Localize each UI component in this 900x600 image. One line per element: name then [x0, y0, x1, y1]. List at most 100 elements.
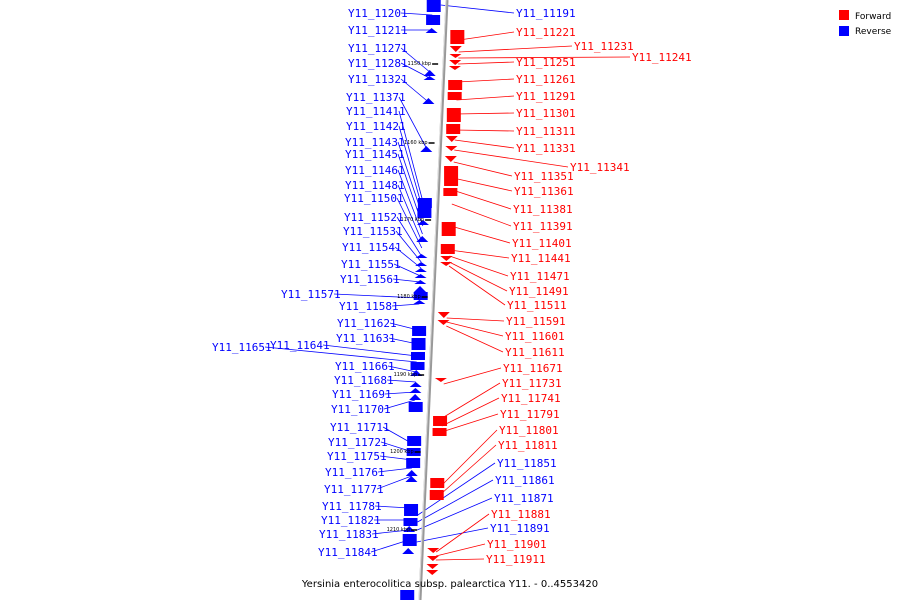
leader-line [452, 177, 513, 192]
forward-gene-feature [448, 80, 463, 90]
gene-label-forward: Y11_11801 [499, 424, 559, 437]
reverse-gene-feature [416, 220, 429, 225]
gene-label-reverse: Y11_11521 [344, 211, 404, 224]
forward-gene-feature [445, 146, 458, 151]
gene-features [400, 0, 465, 600]
gene-label-forward: Y11_11361 [514, 185, 574, 198]
leader-line [383, 399, 416, 410]
reverse-gene-feature [413, 286, 426, 292]
reverse-gene-feature [406, 448, 421, 456]
forward-gene-feature [446, 108, 461, 122]
gene-label-forward: Y11_11731 [502, 377, 562, 390]
gene-label-reverse: Y11_11571 [281, 288, 341, 301]
gene-label-reverse: Y11_11631 [336, 332, 396, 345]
forward-gene-feature [448, 66, 461, 70]
gene-label-forward: Y11_11231 [574, 40, 634, 53]
scale-tick-label: 1200 kbp [390, 449, 414, 455]
reverse-gene-feature [412, 326, 427, 336]
genome-caption: Yersinia enterocolitica subsp. palearcti… [301, 579, 598, 590]
leader-line [454, 149, 569, 168]
reverse-gene-feature [417, 198, 432, 208]
leader-line [264, 346, 417, 363]
reverse-gene-feature [426, 15, 441, 25]
reverse-gene-feature [400, 590, 415, 600]
leader-line [397, 184, 423, 243]
gene-label-reverse: Y11_11851 [497, 457, 557, 470]
forward-gene-feature [446, 124, 461, 134]
gene-label-reverse: Y11_11621 [337, 317, 397, 330]
gene-label-reverse: Y11_11831 [319, 528, 379, 541]
gene-label-reverse: Y11_11751 [327, 450, 387, 463]
gene-label-reverse: Y11_11691 [332, 388, 392, 401]
forward-gene-feature [449, 54, 462, 58]
forward-gene-feature [432, 428, 447, 436]
reverse-gene-feature [402, 548, 415, 554]
gene-label-reverse: Y11_11701 [331, 403, 391, 416]
reverse-gene-feature [413, 300, 426, 304]
leader-line [446, 321, 504, 337]
leader-line [450, 225, 511, 244]
gene-label-reverse: Y11_11641 [270, 339, 330, 352]
reverse-gene-feature [423, 76, 436, 80]
reverse-gene-feature [423, 70, 436, 76]
gene-label-reverse: Y11_11421 [346, 120, 406, 133]
leader-line [459, 31, 515, 41]
gene-label-forward: Y11_11351 [514, 170, 574, 183]
forward-gene-feature [437, 320, 450, 325]
gene-label-forward: Y11_11301 [516, 107, 576, 120]
leader-line [398, 110, 425, 206]
forward-gene-feature [447, 92, 462, 100]
leader-line [392, 278, 421, 283]
leader-line [446, 317, 505, 322]
leader-line [393, 263, 421, 277]
gene-label-reverse: Y11_11191 [516, 7, 576, 20]
leader-line [452, 189, 512, 210]
scale-tick-label: 1210 kbp [387, 527, 411, 533]
leader-line [449, 249, 510, 259]
gene-label-forward: Y11_11261 [516, 73, 576, 86]
leader-line [449, 255, 509, 277]
gene-label-forward: Y11_11471 [510, 270, 570, 283]
scale-tick-label: 1160 kbp [404, 140, 428, 146]
gene-label-forward: Y11_11311 [516, 125, 576, 138]
leader-line [416, 497, 493, 531]
gene-label-forward: Y11_11611 [505, 346, 565, 359]
leader-line [395, 230, 422, 263]
gene-label-forward: Y11_11381 [513, 203, 573, 216]
gene-label-forward: Y11_11221 [516, 26, 576, 39]
scale-tick-label: 1180 kbp [397, 294, 421, 300]
leader-line [454, 139, 515, 149]
gene-label-forward: Y11_11671 [503, 362, 563, 375]
gene-label-forward: Y11_11251 [516, 56, 576, 69]
gene-label-reverse: Y11_11721 [328, 436, 388, 449]
leader-line [417, 462, 496, 516]
gene-label-reverse: Y11_11211 [348, 24, 408, 37]
leader-line [458, 45, 573, 53]
leader-line [453, 161, 513, 177]
reverse-gene-feature [414, 268, 427, 272]
reverse-gene-feature [409, 388, 422, 393]
leader-line [400, 47, 431, 73]
gene-label-forward: Y11_11881 [491, 508, 551, 521]
leader-line [458, 56, 631, 59]
forward-gene-feature [449, 46, 462, 52]
gene-label-forward: Y11_11901 [487, 538, 547, 551]
leader-line [435, 558, 485, 561]
forward-gene-feature [426, 556, 439, 561]
leader-line [438, 444, 497, 497]
leader-line [440, 4, 515, 14]
gene-label-reverse: Y11_11681 [334, 374, 394, 387]
forward-gene-feature [430, 478, 445, 488]
gene-label-reverse: Y11_11271 [348, 42, 408, 55]
reverse-gene-feature [416, 236, 429, 242]
leader-line [441, 413, 499, 433]
leader-line [396, 216, 422, 257]
leader-line [371, 529, 410, 535]
legend: Forward Reverse [839, 10, 892, 37]
scale-tick-label: 1150 kbp [408, 61, 432, 67]
gene-label-forward: Y11_11741 [501, 392, 561, 405]
leader-line [396, 197, 423, 249]
leader-line [386, 379, 416, 383]
leader-line [455, 129, 515, 132]
gene-label-reverse: Y11_11661 [335, 360, 395, 373]
